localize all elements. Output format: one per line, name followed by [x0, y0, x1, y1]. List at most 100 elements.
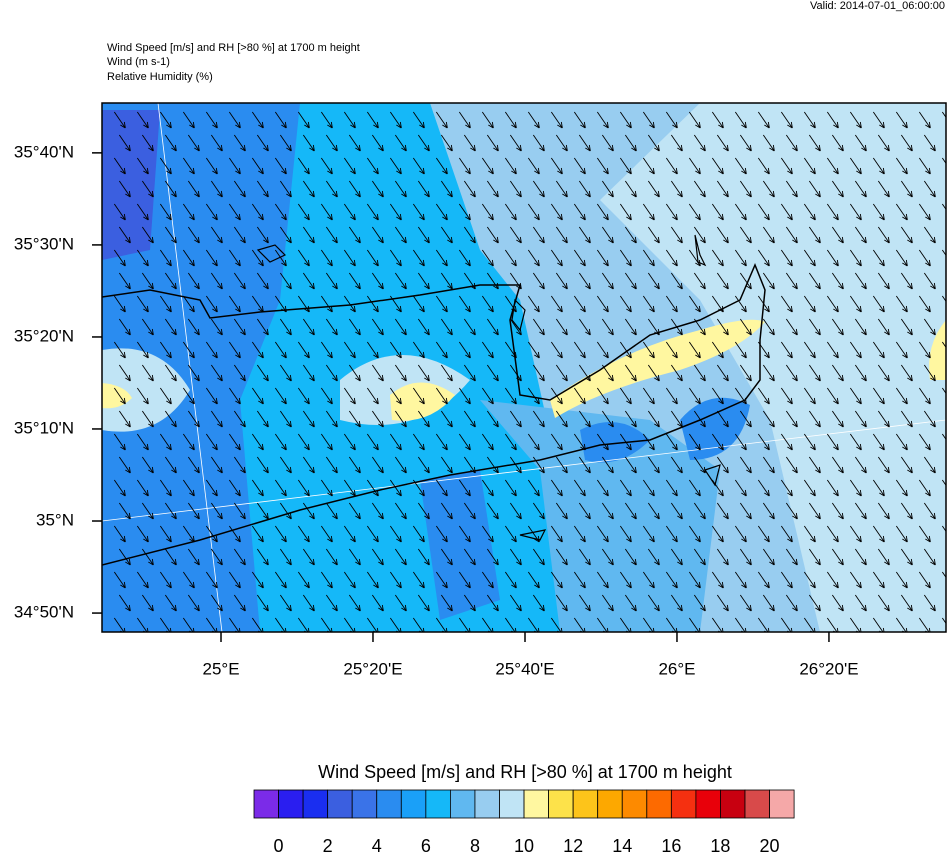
wind-arrow [762, 364, 775, 382]
wind-arrow [619, 295, 632, 313]
wind-arrow [849, 203, 862, 221]
wind-arrow [251, 433, 264, 451]
wind-arrow [785, 594, 798, 612]
wind-arrow [233, 226, 246, 244]
wind-arrow [389, 525, 402, 543]
wind-arrow [182, 203, 195, 221]
wind-arrow [182, 387, 195, 405]
wind-arrow [509, 548, 522, 566]
wind-arrow [624, 594, 637, 612]
wind-arrow [573, 157, 586, 175]
wind-arrow [348, 594, 361, 612]
wind-arrow [785, 456, 798, 474]
wind-arrow [389, 111, 402, 129]
wind-arrow [550, 203, 563, 221]
colorbar-tick-label: 12 [563, 836, 583, 854]
wind-arrow [923, 456, 936, 474]
wind-arrow [228, 203, 241, 221]
wind-arrow [527, 249, 540, 267]
wind-arrow [762, 502, 775, 520]
wind-arrow [739, 134, 752, 152]
wind-arrow [205, 249, 218, 267]
wind-arrow [647, 548, 660, 566]
wind-arrow [297, 295, 310, 313]
wind-arrow [734, 433, 747, 451]
wind-arrow [665, 111, 678, 129]
wind-arrow [918, 479, 931, 497]
wind-arrow [205, 157, 218, 175]
wind-arrow [159, 525, 172, 543]
wind-arrow [136, 203, 149, 221]
wind-arrow [210, 272, 223, 290]
wind-arrow [624, 318, 637, 336]
wind-arrow [923, 548, 936, 566]
field-zone [929, 320, 946, 380]
wind-arrow [665, 157, 678, 175]
wind-arrow [389, 387, 402, 405]
wind-arrow [118, 272, 131, 290]
wind-arrow [187, 502, 200, 520]
wind-arrow [762, 226, 775, 244]
wind-arrow [343, 111, 356, 129]
wind-arrow [555, 134, 568, 152]
wind-arrow [527, 433, 540, 451]
wind-arrow [486, 594, 499, 612]
colorbar-box [499, 789, 525, 819]
wind-arrow [187, 272, 200, 290]
wind-arrow [831, 410, 844, 428]
wind-arrow [228, 433, 241, 451]
field-zone [102, 110, 160, 260]
wind-arrow [417, 226, 430, 244]
wind-arrow [803, 203, 816, 221]
wind-arrow [343, 433, 356, 451]
wind-arrow [187, 364, 200, 382]
wind-arrow [279, 226, 292, 244]
wind-arrow [826, 295, 839, 313]
wind-arrow [509, 410, 522, 428]
wind-arrow [647, 364, 660, 382]
wind-arrow [918, 203, 931, 221]
wind-arrow [803, 111, 816, 129]
x-tick-label: 25°20'E [343, 659, 402, 678]
wind-arrow [417, 456, 430, 474]
wind-arrow [757, 479, 770, 497]
wind-arrow [693, 180, 706, 198]
wind-arrow [808, 318, 821, 336]
wind-arrow [159, 157, 172, 175]
wind-arrow [688, 341, 701, 359]
wind-arrow [877, 410, 890, 428]
wind-arrow [458, 249, 471, 267]
wind-arrow [739, 272, 752, 290]
wind-arrow [711, 341, 724, 359]
wind-arrow [716, 502, 729, 520]
wind-arrow [412, 387, 425, 405]
wind-arrow [394, 318, 407, 336]
wind-arrow [780, 479, 793, 497]
wind-arrow [233, 410, 246, 428]
wind-arrow [757, 111, 770, 129]
wind-arrow [642, 571, 655, 589]
wind-arrow [734, 249, 747, 267]
wind-arrow [274, 157, 287, 175]
wind-arrow [573, 249, 586, 267]
colorbar-box [548, 789, 574, 819]
wind-arrow [458, 203, 471, 221]
wind-arrow [297, 571, 310, 589]
graticule [102, 419, 946, 522]
wind-arrow [113, 203, 126, 221]
wind-arrow [325, 318, 338, 336]
wind-arrow [647, 180, 660, 198]
wind-arrow [642, 157, 655, 175]
wind-arrow [182, 479, 195, 497]
wind-arrow [302, 318, 315, 336]
colorbar-box [720, 789, 746, 819]
wind-arrow [371, 548, 384, 566]
colorbar-box [695, 789, 721, 819]
wind-arrow [210, 134, 223, 152]
wind-arrow [320, 157, 333, 175]
wind-arrow [394, 594, 407, 612]
wind-arrow [918, 157, 931, 175]
wind-arrow [164, 180, 177, 198]
wind-arrow [826, 479, 839, 497]
wind-arrow [256, 502, 269, 520]
